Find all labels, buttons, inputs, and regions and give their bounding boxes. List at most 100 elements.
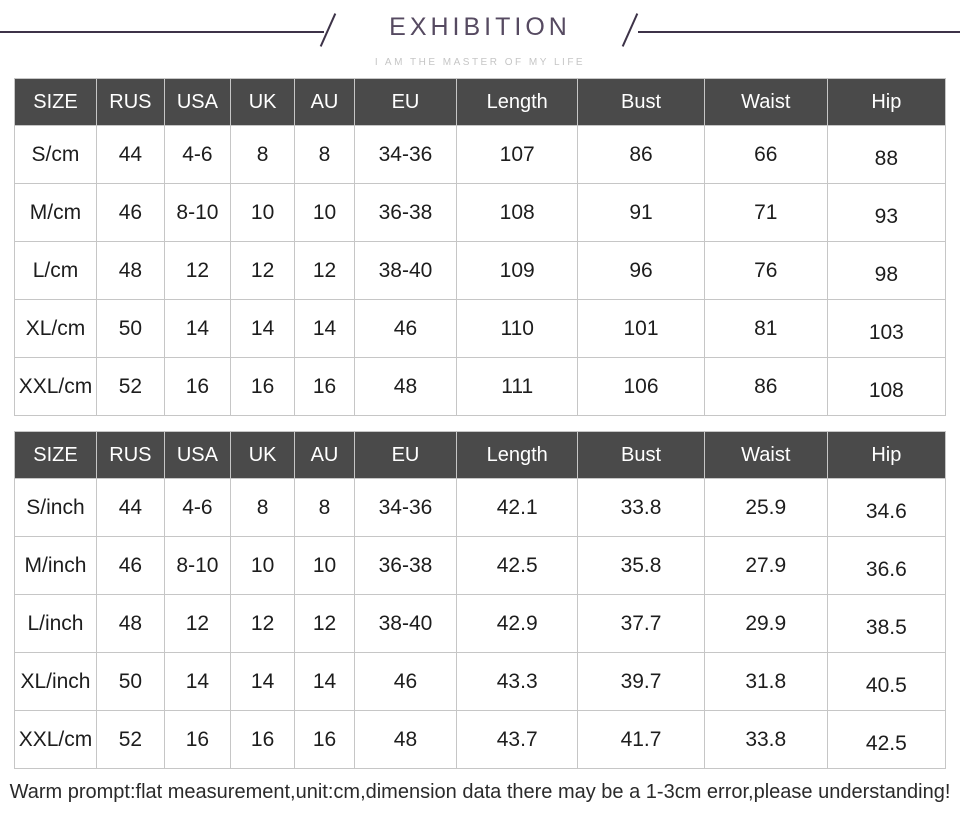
table-cell: 36-38: [353, 536, 458, 595]
table-cell: 103: [826, 299, 947, 358]
table-cell: 71: [703, 183, 828, 242]
table-cell: 41.7: [577, 710, 705, 769]
table-cell: 96: [577, 241, 705, 300]
table-cell: 101: [577, 299, 705, 358]
table-cell: 4-6: [163, 478, 231, 537]
size-label: L/inch: [14, 594, 97, 653]
table-cell: 16: [294, 710, 355, 769]
column-header-usa: USA: [163, 431, 231, 479]
table-cell: 12: [163, 594, 231, 653]
table-cell: 38-40: [353, 594, 458, 653]
table-cell: 34-36: [353, 125, 458, 184]
table-cell: 29.9: [703, 594, 828, 653]
table-cell: 52: [95, 710, 165, 769]
table-cell: 10: [294, 536, 355, 595]
table-cell: 50: [95, 299, 165, 358]
column-header-size: SIZE: [14, 78, 97, 126]
size-label: S/inch: [14, 478, 97, 537]
table-cell: 34.6: [826, 478, 947, 537]
table-cell: 66: [703, 125, 828, 184]
table-cell: 12: [229, 594, 296, 653]
table-cell: 12: [163, 241, 231, 300]
column-header-hip: Hip: [826, 431, 947, 479]
table-row: XXL/cm 52 16 16 16 48 43.7 41.7 33.8 42.5: [14, 710, 947, 769]
table-cell: 88: [826, 125, 947, 184]
right-divider-line: [638, 31, 960, 33]
table-cell: 86: [577, 125, 705, 184]
page-title: EXHIBITION: [389, 13, 571, 41]
table-cell: 39.7: [577, 652, 705, 711]
column-header-waist: Waist: [703, 431, 828, 479]
table-row: S/cm 44 4-6 8 8 34-36 107 86 66 88: [14, 125, 947, 184]
size-label: M/inch: [14, 536, 97, 595]
table-cell: 46: [95, 536, 165, 595]
table-gap: [0, 416, 960, 431]
table-cell: 108: [456, 183, 579, 242]
table-cell: 46: [95, 183, 165, 242]
table-row: L/inch 48 12 12 12 38-40 42.9 37.7 29.9 38.5: [14, 594, 947, 653]
table-cell: 37.7: [577, 594, 705, 653]
column-header-rus: RUS: [95, 78, 165, 126]
table-cell: 42.9: [456, 594, 579, 653]
size-label: L/cm: [14, 241, 97, 300]
size-label: S/cm: [14, 125, 97, 184]
table-cell: 8: [229, 478, 296, 537]
table-cell: 12: [294, 594, 355, 653]
table-cell: 38-40: [353, 241, 458, 300]
table-cell: 108: [826, 357, 947, 416]
table-cell: 42.1: [456, 478, 579, 537]
size-label: XXL/cm: [14, 357, 97, 416]
column-header-au: AU: [294, 78, 355, 126]
table-cell: 16: [229, 710, 296, 769]
table-row: XL/inch 50 14 14 14 46 43.3 39.7 31.8 40.5: [14, 652, 947, 711]
page-subtitle: I AM THE MASTER OF MY LIFE: [374, 57, 586, 68]
table-cell: 106: [577, 357, 705, 416]
size-label: XL/cm: [14, 299, 97, 358]
table-cell: 44: [95, 478, 165, 537]
table-cell: 43.7: [456, 710, 579, 769]
size-label: XXL/cm: [14, 710, 97, 769]
table-cell: 14: [163, 299, 231, 358]
warm-prompt-note: Warm prompt:flat measurement,unit:cm,dim…: [9, 781, 951, 803]
table-cell: 27.9: [703, 536, 828, 595]
table-cell: 8: [294, 125, 355, 184]
column-header-bust: Bust: [577, 431, 705, 479]
table-cell: 46: [353, 652, 458, 711]
table-cell: 43.3: [456, 652, 579, 711]
size-chart-inch-table: SIZE RUS USA UK AU EU Length Bust Waist Hip S/inch…: [14, 431, 947, 769]
table-cell: 35.8: [577, 536, 705, 595]
column-header-usa: USA: [163, 78, 231, 126]
column-header-length: Length: [456, 431, 579, 479]
table-cell: 107: [456, 125, 579, 184]
table-cell: 42.5: [456, 536, 579, 595]
page-header: EXHIBITION I AM THE MASTER OF MY LIFE: [0, 0, 960, 78]
table-cell: 14: [229, 652, 296, 711]
table-cell: 86: [703, 357, 828, 416]
table-cell: 25.9: [703, 478, 828, 537]
table-cell: 4-6: [163, 125, 231, 184]
column-header-rus: RUS: [95, 431, 165, 479]
table-cell: 48: [95, 241, 165, 300]
column-header-length: Length: [456, 78, 579, 126]
table-cell: 33.8: [703, 710, 828, 769]
table-cell: 14: [229, 299, 296, 358]
table-row: L/cm 48 12 12 12 38-40 109 96 76 98: [14, 241, 947, 300]
table-row: S/inch 44 4-6 8 8 34-36 42.1 33.8 25.9 34.6: [14, 478, 947, 537]
column-header-au: AU: [294, 431, 355, 479]
table-cell: 33.8: [577, 478, 705, 537]
table-cell: 8: [229, 125, 296, 184]
table-cell: 16: [229, 357, 296, 416]
table-cell: 48: [353, 710, 458, 769]
column-header-uk: UK: [229, 78, 296, 126]
table-row: XXL/cm 52 16 16 16 48 111 106 86 108: [14, 357, 947, 416]
table-cell: 12: [229, 241, 296, 300]
table-cell: 34-36: [353, 478, 458, 537]
table-cell: 98: [826, 241, 947, 300]
size-label: XL/inch: [14, 652, 97, 711]
table-cell: 36-38: [353, 183, 458, 242]
column-header-waist: Waist: [703, 78, 828, 126]
table-cell: 14: [163, 652, 231, 711]
size-chart-cm-table: SIZE RUS USA UK AU EU Length Bust Waist Hip S/cm 44…: [14, 78, 947, 416]
table-cell: 44: [95, 125, 165, 184]
